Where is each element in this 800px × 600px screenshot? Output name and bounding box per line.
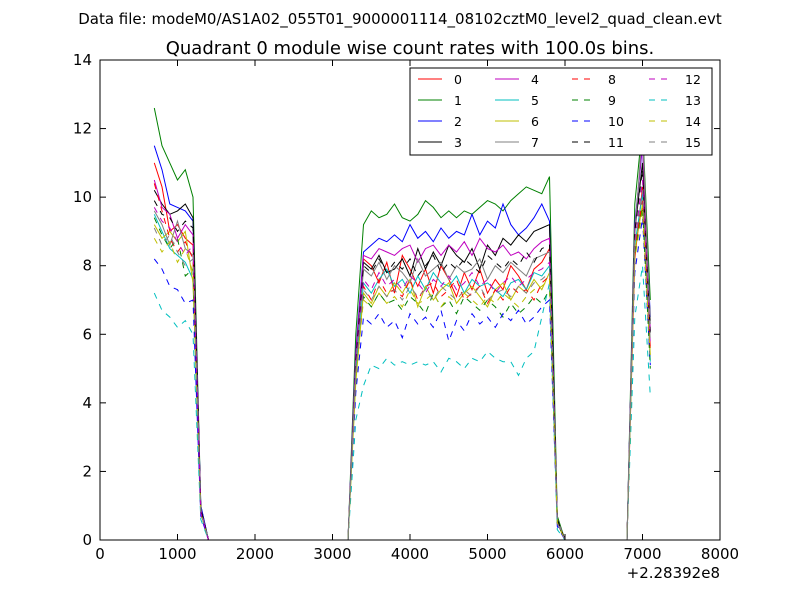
y-tick-label: 0 (82, 531, 92, 549)
legend-label: 10 (608, 114, 624, 129)
y-tick-label: 12 (73, 120, 92, 138)
figure-suptitle: Data file: modeM0/AS1A02_055T01_90000011… (78, 10, 722, 29)
ticks-layer: 0 1000 2000 3000 4000 5000 6000 7000 80000246810… (73, 51, 739, 563)
x-tick-label: 6000 (546, 545, 584, 563)
x-tick-label: 3000 (313, 545, 351, 563)
legend-label: 6 (531, 114, 539, 129)
y-tick-label: 8 (82, 257, 92, 275)
legend-label: 13 (685, 93, 701, 108)
series-line (626, 210, 651, 541)
legend-label: 11 (608, 135, 624, 150)
series-line (347, 298, 627, 541)
legend-label: 2 (454, 114, 462, 129)
series-line (347, 282, 627, 541)
y-tick-label: 2 (82, 462, 92, 480)
series-line (626, 265, 651, 541)
x-offset-label: +2.28392e8 (627, 564, 720, 582)
x-tick-label: 1000 (158, 545, 196, 563)
legend-label: 0 (454, 72, 462, 87)
series-line (626, 128, 651, 541)
legend-label: 12 (685, 72, 701, 87)
x-tick-label: 7000 (623, 545, 661, 563)
series-line (626, 169, 651, 541)
legend-label: 8 (608, 72, 616, 87)
series-line (347, 271, 627, 541)
legend-label: 14 (685, 114, 701, 129)
y-tick-label: 6 (82, 325, 92, 343)
x-tick-label: 2000 (236, 545, 274, 563)
y-tick-label: 14 (73, 51, 92, 69)
series-line (626, 190, 651, 541)
x-tick-label: 5000 (468, 545, 506, 563)
x-tick-label: 0 (95, 545, 105, 563)
legend-box (409, 67, 713, 156)
legend-label: 1 (454, 93, 462, 108)
series-13 (153, 265, 651, 541)
legend-label: 3 (454, 135, 462, 150)
plot-frame (99, 59, 721, 541)
x-tick-label: 4000 (391, 545, 429, 563)
legend-label: 4 (531, 72, 539, 87)
y-tick-label: 4 (82, 394, 92, 412)
legend-label: 7 (531, 135, 539, 150)
legend-label: 9 (608, 93, 616, 108)
legend-label: 15 (685, 135, 701, 150)
chart-title: Quadrant 0 module wise count rates with … (166, 38, 655, 59)
y-tick-label: 10 (73, 188, 92, 206)
x-tick-label: 8000 (701, 545, 739, 563)
legend-label: 5 (531, 93, 539, 108)
